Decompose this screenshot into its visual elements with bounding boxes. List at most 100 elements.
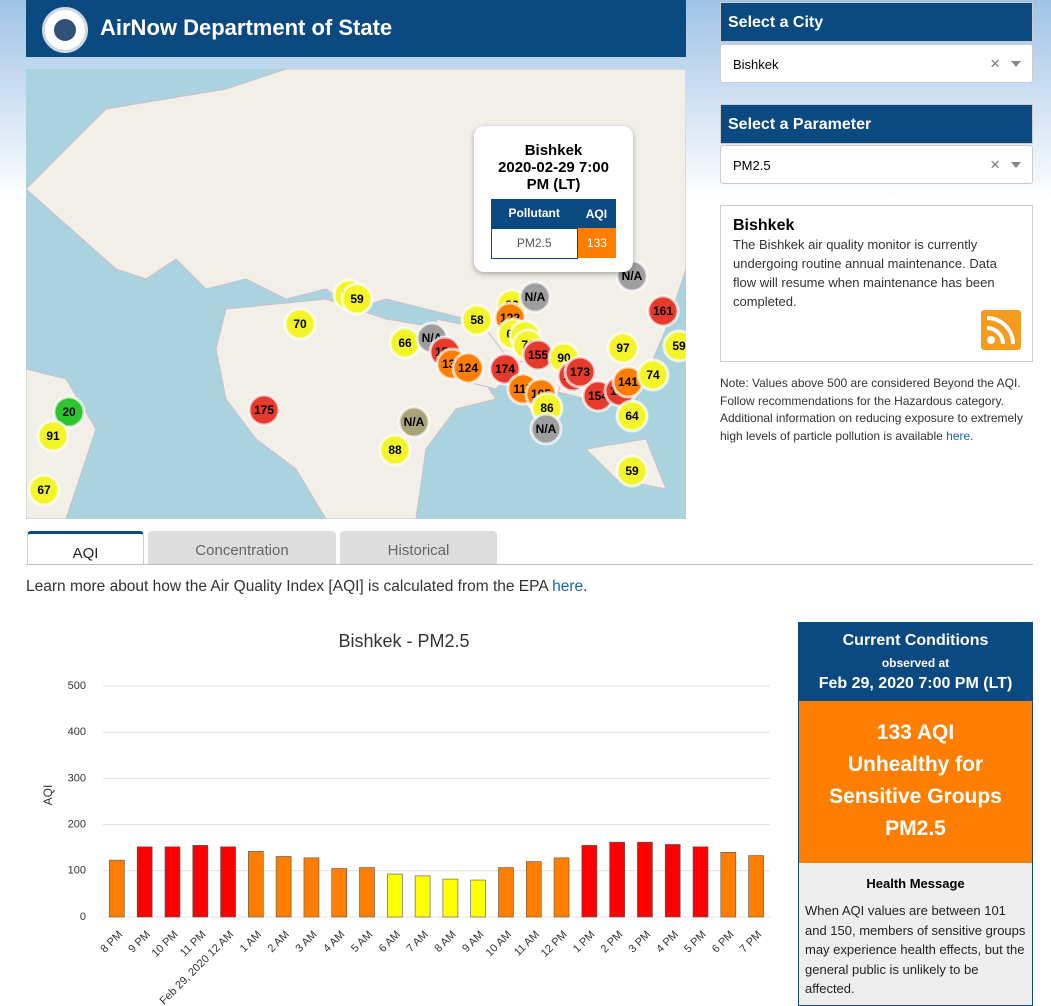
bar [136, 846, 153, 918]
city-value: Bishkek [733, 57, 779, 72]
y-tick-label: 200 [68, 819, 86, 831]
note-text: Note: Values above 500 are considered Be… [720, 376, 1023, 443]
map-marker[interactable] [378, 433, 412, 467]
map-marker-label: N/A [536, 422, 557, 436]
x-tick-label: 5 AM [349, 929, 375, 955]
bar [164, 846, 181, 918]
bar [581, 845, 598, 918]
x-tick-label: 10 AM [484, 929, 515, 960]
map-marker[interactable] [247, 393, 281, 427]
popup-col: AQI [585, 206, 608, 221]
bar [442, 878, 459, 918]
map-marker-label: 88 [388, 443, 402, 457]
bar [303, 857, 320, 918]
map-marker-label: 58 [470, 313, 484, 327]
map-marker-label: 70 [293, 317, 307, 331]
learn-end: . [583, 578, 588, 595]
map-marker-label: 173 [570, 365, 590, 379]
note-end: . [970, 428, 974, 443]
learn-text: Learn more about how the Air Quality Ind… [26, 578, 553, 595]
map-marker[interactable] [283, 307, 317, 341]
map-marker-label: 74 [646, 368, 660, 382]
map-marker-label: 59 [625, 464, 639, 478]
map-marker[interactable] [27, 473, 61, 507]
tab[interactable]: Concentration [148, 531, 336, 565]
popup-city: Bishkek [524, 142, 583, 159]
map-marker[interactable] [615, 454, 649, 488]
y-tick-label: 300 [68, 772, 86, 784]
map-marker[interactable] [636, 358, 670, 392]
bar [470, 879, 486, 918]
map-marker[interactable] [36, 419, 70, 453]
popup-col: Pollutant [508, 206, 560, 221]
popup-aqi: 133 [577, 228, 616, 258]
tab[interactable]: AQI [27, 531, 144, 565]
map-marker[interactable] [397, 405, 431, 439]
conditions-time: Feb 29, 2020 7:00 PM (LT) [818, 675, 1013, 692]
bar [275, 856, 292, 918]
parameter-select[interactable]: PM2.5 × [720, 145, 1033, 184]
y-tick-label: 0 [80, 911, 86, 923]
map-marker[interactable] [52, 395, 86, 429]
note: Note: Values above 500 are considered Be… [720, 375, 1032, 445]
bar [609, 841, 625, 918]
bar [748, 855, 764, 918]
map-marker-label: 161 [653, 304, 673, 318]
bar [387, 873, 403, 918]
bar [498, 867, 514, 918]
map-marker[interactable] [340, 282, 374, 316]
info-title: Bishkek [733, 217, 795, 234]
x-tick-label: 4 AM [321, 929, 347, 955]
map-marker[interactable] [529, 412, 563, 446]
map-marker-label: 154 [588, 389, 608, 403]
map-marker[interactable] [460, 303, 494, 337]
tab[interactable]: Historical [340, 531, 497, 565]
x-tick-label: 1 PM [571, 929, 598, 956]
map-marker[interactable] [615, 399, 649, 433]
map-marker-label: 64 [625, 409, 639, 423]
map-marker-label: 86 [540, 401, 554, 415]
map-marker-label: N/A [404, 415, 425, 429]
map-marker[interactable] [662, 329, 686, 363]
conditions-pollutant: PM2.5 [885, 817, 946, 840]
info-box: Bishkek The Bishkek air quality monitor … [720, 205, 1033, 362]
conditions-category: Unhealthy for Sensitive Groups [829, 753, 1002, 808]
map-marker[interactable] [518, 280, 552, 314]
health-text: When AQI values are between 101 and 150,… [805, 903, 1026, 996]
clear-button[interactable]: × [990, 155, 1000, 174]
y-tick-label: 400 [68, 726, 86, 738]
bar [331, 868, 348, 918]
x-tick-label: 9 AM [460, 929, 486, 955]
conditions: Current Conditions observed at Feb 29, 2… [798, 622, 1033, 1006]
chart-title: Bishkek - PM2.5 [338, 631, 469, 651]
city-select[interactable]: Bishkek × [720, 44, 1033, 83]
seal [42, 7, 88, 53]
rss-icon[interactable] [981, 310, 1021, 350]
map-marker[interactable] [606, 331, 640, 365]
bar [553, 857, 570, 918]
chart: Bishkek - PM2.5 AQI 0 100 200 300 400 500 8 PM… [41, 631, 770, 1006]
map-marker-label: 97 [616, 341, 630, 355]
bar [248, 851, 264, 918]
learn-link[interactable]: here [552, 578, 584, 595]
y-tick-label: 100 [68, 865, 86, 877]
x-tick-label: 6 AM [377, 929, 403, 955]
map-marker[interactable] [563, 355, 597, 389]
map-marker-label: 20 [62, 405, 76, 419]
note-link[interactable]: here [946, 428, 971, 443]
x-tick-label: 3 AM [293, 929, 319, 955]
popup-table: Pollutant AQI PM2.5 133 [490, 199, 617, 259]
map-marker[interactable] [646, 294, 680, 328]
bar [220, 846, 236, 918]
x-tick-label: 2 AM [266, 929, 292, 955]
map-marker-label: 141 [618, 375, 638, 389]
x-tick-label: 10 PM [150, 929, 181, 960]
x-tick-label: 11 AM [512, 929, 542, 959]
map-marker-label: 59 [672, 339, 686, 353]
bar [359, 867, 375, 918]
health-title: Health Message [866, 876, 965, 891]
learn-more: Learn more about how the Air Quality Ind… [26, 578, 587, 596]
map-marker[interactable] [451, 351, 485, 385]
clear-button[interactable]: × [990, 54, 1000, 73]
